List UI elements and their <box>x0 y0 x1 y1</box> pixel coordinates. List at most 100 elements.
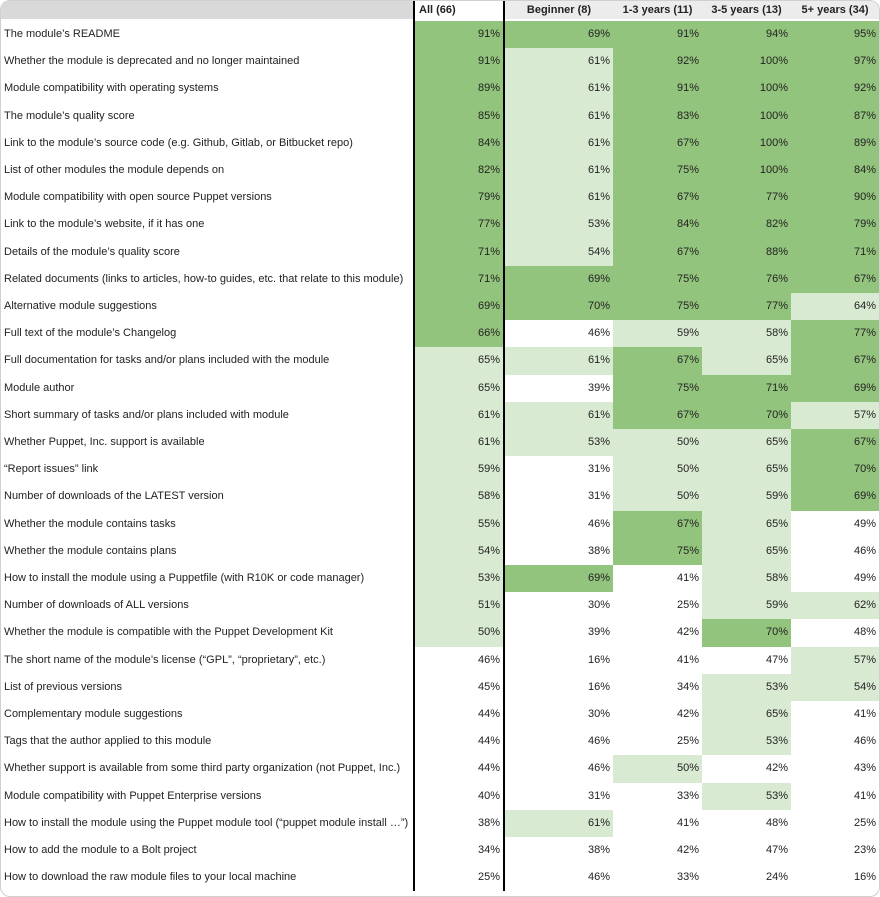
value-cell: 46% <box>505 320 613 348</box>
column-header: All (66) <box>419 4 456 16</box>
value-cell: 38% <box>415 809 503 837</box>
value-cell: 46% <box>791 728 879 756</box>
value-cell: 69% <box>791 374 879 402</box>
value-cell: 25% <box>613 592 702 620</box>
value-cell: 91% <box>415 21 503 49</box>
row-label: Tags that the author applied to this mod… <box>4 735 212 748</box>
value-cell: 34% <box>613 673 702 701</box>
value-cell: 59% <box>702 592 791 620</box>
value-cell: 45% <box>415 673 503 701</box>
value-cell: 38% <box>505 537 613 565</box>
value-cell: 84% <box>613 211 702 239</box>
value-cell: 100% <box>702 48 791 76</box>
value-cell: 61% <box>415 429 503 457</box>
value-cell: 25% <box>791 809 879 837</box>
row-label: How to install the module using the Pupp… <box>4 816 409 829</box>
value-cell: 47% <box>702 837 791 865</box>
value-cell: 67% <box>613 347 702 375</box>
column-header: Beginner (8) <box>526 4 592 16</box>
value-cell: 61% <box>505 347 613 375</box>
value-cell: 69% <box>791 483 879 511</box>
value-cell: 89% <box>791 129 879 157</box>
value-cell: 31% <box>505 483 613 511</box>
value-cell: 75% <box>613 157 702 185</box>
value-cell: 61% <box>415 401 503 429</box>
row-label: Whether the module is compatible with th… <box>4 626 333 639</box>
value-cell: 58% <box>702 320 791 348</box>
column-header: 5+ years (34) <box>801 4 869 16</box>
value-cell: 67% <box>613 510 702 538</box>
value-cell: 58% <box>702 565 791 593</box>
row-label: Module author <box>4 381 75 394</box>
column-divider <box>503 1 505 892</box>
value-cell: 66% <box>415 320 503 348</box>
row-label: Whether the module contains plans <box>4 544 177 557</box>
value-cell: 71% <box>702 374 791 402</box>
value-cell: 53% <box>505 429 613 457</box>
value-cell: 33% <box>613 782 702 810</box>
value-cell: 65% <box>702 429 791 457</box>
value-cell: 48% <box>702 809 791 837</box>
value-cell: 65% <box>702 701 791 729</box>
value-cell: 47% <box>702 646 791 674</box>
header-gap <box>504 1 879 19</box>
row-label: “Report issues” link <box>4 463 99 476</box>
value-cell: 71% <box>415 238 503 266</box>
row-label: Whether the module contains tasks <box>4 517 176 530</box>
value-cell: 23% <box>791 837 879 865</box>
row-label: Whether Puppet, Inc. support is availabl… <box>4 436 205 448</box>
value-cell: 77% <box>702 293 791 321</box>
row-label: Full documentation for tasks and/or plan… <box>4 354 330 367</box>
row-label: Related documents (links to articles, ho… <box>4 272 404 285</box>
value-cell: 77% <box>702 184 791 212</box>
value-cell: 46% <box>791 537 879 565</box>
value-cell: 59% <box>613 320 702 348</box>
row-label: Details of the module’s quality score <box>4 245 180 258</box>
row-label: The module’s quality score <box>4 109 135 122</box>
row-label: List of previous versions <box>4 680 122 693</box>
value-cell: 34% <box>415 837 503 865</box>
value-cell: 61% <box>505 102 613 130</box>
value-cell: 65% <box>702 456 791 484</box>
column-header: 1-3 years (11) <box>622 4 693 16</box>
value-cell: 65% <box>415 347 503 375</box>
value-cell: 16% <box>505 673 613 701</box>
value-cell: 65% <box>702 347 791 375</box>
value-cell: 30% <box>505 592 613 620</box>
value-cell: 67% <box>613 401 702 429</box>
value-cell: 84% <box>791 157 879 185</box>
value-cell: 41% <box>791 701 879 729</box>
value-cell: 97% <box>791 48 879 76</box>
value-cell: 54% <box>505 238 613 266</box>
value-cell: 43% <box>791 755 879 783</box>
row-label: Module compatibility with Puppet Enterpr… <box>4 789 262 802</box>
value-cell: 53% <box>702 728 791 756</box>
value-cell: 100% <box>702 102 791 130</box>
value-cell: 82% <box>702 211 791 239</box>
value-cell: 100% <box>702 75 791 103</box>
value-cell: 69% <box>505 21 613 49</box>
row-label: Alternative module suggestions <box>4 300 157 312</box>
value-cell: 65% <box>702 537 791 565</box>
value-cell: 41% <box>613 809 702 837</box>
row-label: Link to the module’s website, if it has … <box>4 218 205 231</box>
value-cell: 57% <box>791 401 879 429</box>
value-cell: 41% <box>613 565 702 593</box>
row-label: Full text of the module’s Changelog <box>4 327 177 340</box>
value-cell: 46% <box>415 646 503 674</box>
value-cell: 77% <box>415 211 503 239</box>
value-cell: 71% <box>791 238 879 266</box>
value-cell: 31% <box>505 782 613 810</box>
value-cell: 58% <box>415 483 503 511</box>
value-cell: 61% <box>505 809 613 837</box>
value-cell: 64% <box>791 293 879 321</box>
value-cell: 16% <box>505 646 613 674</box>
value-cell: 59% <box>415 456 503 484</box>
value-cell: 16% <box>791 864 879 892</box>
value-cell: 53% <box>702 782 791 810</box>
row-label: Complementary module suggestions <box>4 708 183 720</box>
value-cell: 39% <box>505 374 613 402</box>
value-cell: 61% <box>505 129 613 157</box>
value-cell: 61% <box>505 401 613 429</box>
row-label: Number of downloads of the LATEST versio… <box>4 490 224 503</box>
